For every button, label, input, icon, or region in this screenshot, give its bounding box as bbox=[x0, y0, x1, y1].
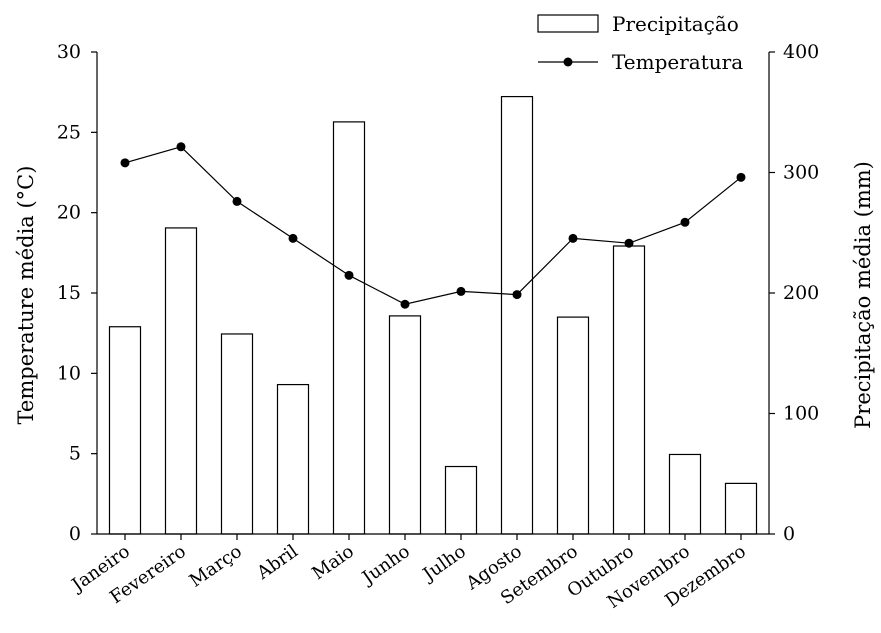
temperature-point-9 bbox=[568, 233, 578, 243]
right-y-ticks: 0 100 200 300 400 bbox=[769, 41, 819, 545]
x-category-label: Maio bbox=[308, 541, 358, 584]
temperature-point-8 bbox=[512, 290, 522, 300]
right-y-axis-title: Precipitação média (mm) bbox=[851, 161, 875, 429]
temperature-point-10 bbox=[624, 238, 634, 248]
right-y-tick-label: 0 bbox=[783, 523, 795, 545]
temperature-point-7 bbox=[456, 286, 466, 296]
temperature-point-3 bbox=[232, 196, 242, 206]
x-category-label: Julho bbox=[418, 541, 470, 586]
temperature-point-1 bbox=[120, 158, 130, 168]
precipitation-bar-3 bbox=[220, 333, 254, 535]
x-category-label: Abril bbox=[252, 541, 302, 585]
temperature-point-5 bbox=[344, 270, 354, 280]
right-y-tick-label: 100 bbox=[783, 403, 819, 425]
legend-precipitation-label: Precipitação bbox=[612, 12, 739, 36]
left-y-tick-label: 15 bbox=[57, 282, 81, 304]
right-y-tick-label: 400 bbox=[783, 41, 819, 63]
precipitation-bar-7 bbox=[444, 465, 478, 535]
left-y-tick-label: 30 bbox=[57, 41, 81, 63]
temperature-line-layer bbox=[120, 142, 746, 309]
left-y-tick-label: 5 bbox=[69, 443, 81, 465]
precipitation-bar-6 bbox=[388, 315, 422, 535]
left-y-axis-title: Temperature média (°C) bbox=[14, 166, 38, 425]
precipitation-bar-8 bbox=[500, 95, 534, 535]
left-y-ticks: 0 5 10 15 20 25 30 bbox=[57, 41, 97, 545]
precipitation-bar-1 bbox=[108, 326, 142, 535]
temperature-point-12 bbox=[736, 172, 746, 182]
x-category-label: Junho bbox=[357, 541, 414, 590]
precipitation-bar-10 bbox=[612, 245, 646, 535]
legend-temperature-label: Temperatura bbox=[612, 50, 743, 74]
temperature-line bbox=[124, 146, 742, 305]
temperature-point-2 bbox=[176, 142, 186, 152]
right-y-tick-label: 300 bbox=[783, 162, 819, 184]
precipitation-bar-5 bbox=[332, 121, 366, 535]
temperature-point-11 bbox=[680, 217, 690, 227]
left-y-tick-label: 20 bbox=[57, 202, 81, 224]
left-y-tick-label: 25 bbox=[57, 121, 81, 143]
right-y-tick-label: 200 bbox=[783, 282, 819, 304]
legend-precipitation-swatch bbox=[537, 14, 599, 33]
precipitation-bar-4 bbox=[276, 383, 310, 535]
x-category-label: Março bbox=[186, 541, 246, 592]
precipitation-bar-2 bbox=[164, 227, 198, 535]
precipitation-bars bbox=[108, 95, 758, 535]
left-y-tick-label: 10 bbox=[57, 362, 81, 384]
precipitation-bar-11 bbox=[668, 453, 702, 535]
legend: Precipitação Temperatura bbox=[537, 12, 743, 74]
temperature-point-6 bbox=[400, 299, 410, 309]
left-y-tick-label: 0 bbox=[69, 523, 81, 545]
precipitation-bar-12 bbox=[724, 482, 758, 535]
temperature-point-4 bbox=[288, 233, 298, 243]
precipitation-bar-9 bbox=[556, 316, 590, 535]
legend-temperature-marker bbox=[563, 57, 573, 67]
